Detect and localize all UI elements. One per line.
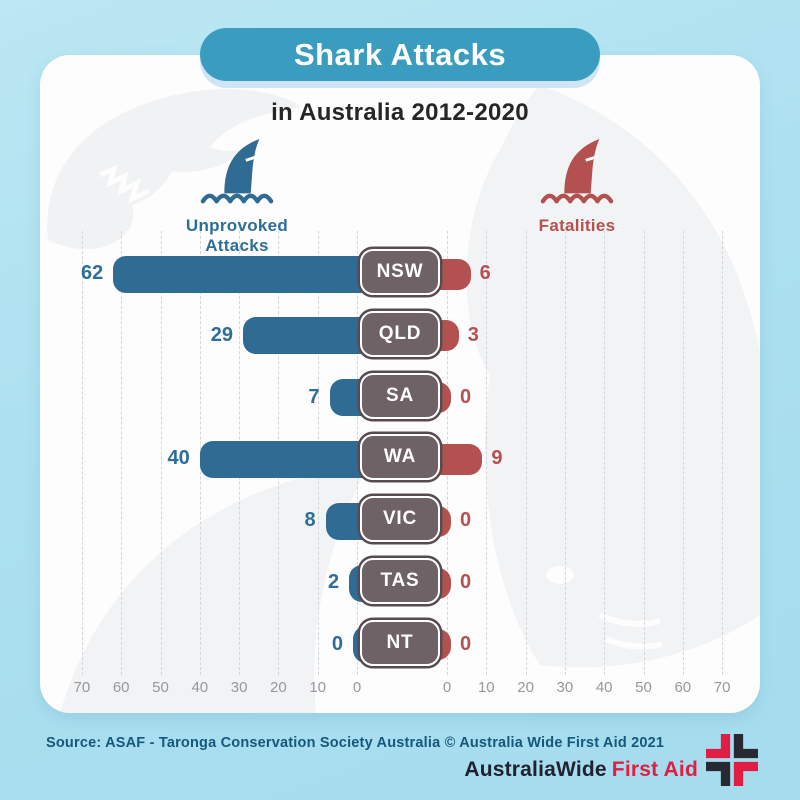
red-shark-fin-icon <box>540 138 614 204</box>
title-banner: Shark Attacks <box>200 28 600 81</box>
attacks-bar <box>199 440 369 478</box>
source-attribution: Source: ASAF - Taronga Conservation Soci… <box>46 735 665 751</box>
axis-tick-label: 60 <box>674 679 692 696</box>
fatalities-value: 6 <box>479 262 491 284</box>
chart-gridline <box>160 231 162 675</box>
chart-gridline <box>564 231 566 675</box>
legend-fatalities: Fatalities <box>492 137 662 236</box>
legend-fatalities-label: Fatalities <box>538 216 616 235</box>
state-label: TAS <box>360 558 440 604</box>
axis-tick-label: 60 <box>112 679 130 696</box>
axis-tick-label: 40 <box>595 679 613 696</box>
brand-accent: First Aid <box>611 758 698 781</box>
axis-tick-label: 10 <box>309 679 327 696</box>
attacks-value: 62 <box>81 262 104 284</box>
chart-gridline <box>121 231 123 675</box>
attacks-value: 29 <box>210 323 233 346</box>
page-title: Shark Attacks <box>293 36 507 72</box>
axis-tick-label: 70 <box>73 679 91 696</box>
chart-gridline <box>604 231 606 675</box>
brand-logo-text: AustraliaWide First Aid <box>464 758 698 782</box>
axis-tick-label: 70 <box>713 679 731 696</box>
legend-attacks: Unprovoked Attacks <box>152 137 322 256</box>
state-label: SA <box>360 372 440 419</box>
state-label: VIC <box>360 496 440 543</box>
axis-tick-label: 20 <box>517 679 534 696</box>
axis-tick-label: 50 <box>635 679 652 696</box>
chart-gridline <box>643 231 645 675</box>
axis-tick-label: 10 <box>477 679 495 696</box>
state-label: WA <box>360 434 440 481</box>
chart-gridline <box>525 231 527 675</box>
axis-tick-label: 20 <box>270 679 287 696</box>
subtitle: in Australia 2012-2020 <box>271 99 529 126</box>
fatalities-value: 0 <box>460 632 472 655</box>
attacks-value: 7 <box>308 385 320 408</box>
state-label: NT <box>360 619 440 666</box>
attacks-bar <box>113 255 369 293</box>
brand-name: AustraliaWide <box>464 758 607 781</box>
fatalities-value: 0 <box>460 509 472 532</box>
attacks-value: 8 <box>304 509 316 532</box>
axis-tick-label: 40 <box>191 679 209 696</box>
chart-gridline <box>486 231 488 675</box>
state-label: NSW <box>360 249 440 295</box>
chart-gridline <box>722 231 724 675</box>
legend-attacks-label: Unprovoked Attacks <box>185 216 289 255</box>
attacks-value: 0 <box>331 632 343 655</box>
axis-tick-label: 0 <box>352 679 362 696</box>
attacks-value: 2 <box>327 571 340 593</box>
fatalities-bar <box>435 320 459 352</box>
chart-gridline <box>81 231 83 675</box>
axis-tick-label: 50 <box>152 679 169 696</box>
chart-gridline <box>682 231 684 675</box>
fatalities-value: 0 <box>460 385 472 408</box>
attacks-bar <box>243 317 369 355</box>
attacks-value: 40 <box>167 447 190 470</box>
fatalities-value: 0 <box>460 571 472 593</box>
axis-tick-label: 30 <box>230 679 248 696</box>
state-label: QLD <box>360 310 440 357</box>
axis-tick-label: 30 <box>556 679 574 696</box>
fatalities-value: 9 <box>491 447 503 470</box>
chart-card: in Australia 2012-2020 Unprovoked Attack… <box>40 55 760 713</box>
fatalities-bar <box>435 258 471 290</box>
axis-tick-label: 0 <box>442 679 452 696</box>
fatalities-bar <box>435 443 483 475</box>
brand-logo: AustraliaWide First Aid <box>464 732 758 788</box>
fatalities-value: 3 <box>467 323 479 346</box>
diverging-bar-chart: 70 60 50 40 30 20 10 0 0 10 20 30 40 50 60 70 62 6 NSW 29 3 Q… <box>40 55 760 713</box>
blue-shark-fin-icon <box>200 138 274 204</box>
first-aid-cross-icon <box>706 734 758 786</box>
